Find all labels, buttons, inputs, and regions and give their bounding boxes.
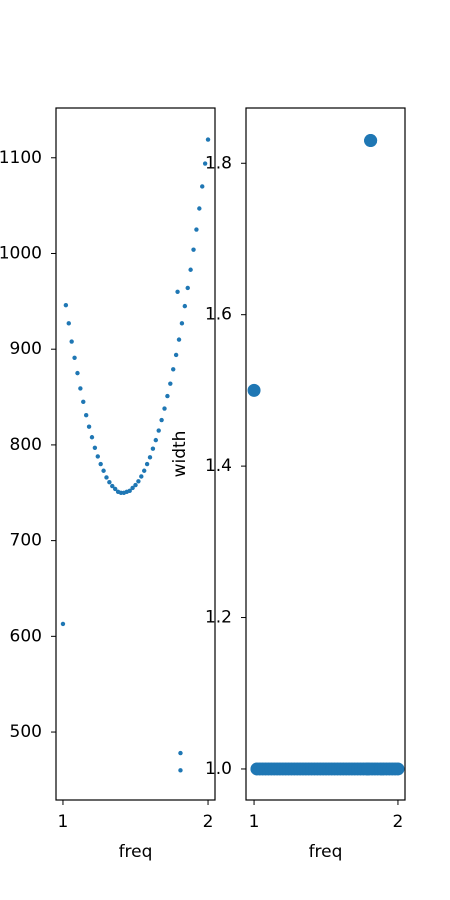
point <box>150 446 156 451</box>
point <box>86 424 92 429</box>
point <box>130 485 135 491</box>
x-axis-label: freq <box>309 842 343 862</box>
point <box>107 480 112 485</box>
point <box>194 227 199 232</box>
point <box>75 370 80 376</box>
point <box>197 206 202 211</box>
point <box>178 768 183 773</box>
axes-frame <box>55 107 216 801</box>
y-tick-label: 800 <box>10 435 42 455</box>
point <box>144 461 150 467</box>
y-axis-label: width <box>170 431 190 478</box>
x-axis-label: freq <box>119 842 153 862</box>
point <box>136 479 141 484</box>
point <box>200 184 205 189</box>
point <box>92 445 98 450</box>
x-tick-label: 2 <box>393 812 404 832</box>
point <box>139 474 144 479</box>
point <box>205 137 211 142</box>
point <box>176 337 182 342</box>
y-tick-label: 1.8 <box>205 153 232 173</box>
point <box>66 321 71 326</box>
point <box>156 428 161 433</box>
point <box>178 750 183 756</box>
point <box>78 386 83 391</box>
point <box>361 762 375 776</box>
point <box>95 454 100 459</box>
point <box>147 455 153 460</box>
point <box>142 468 147 473</box>
point <box>168 381 173 386</box>
point <box>185 285 190 291</box>
point <box>159 417 164 423</box>
point <box>110 483 115 489</box>
y-tick-label: 500 <box>10 722 42 742</box>
point <box>69 339 74 344</box>
axes-frame <box>245 107 406 801</box>
y-tick-label: 700 <box>10 531 42 551</box>
point <box>364 134 378 148</box>
x-tick-label: 2 <box>203 812 214 832</box>
point <box>89 435 95 440</box>
point <box>165 393 170 399</box>
y-tick-label: 1000 <box>0 243 42 263</box>
point <box>72 355 77 361</box>
point <box>60 621 66 627</box>
point <box>173 352 179 358</box>
point <box>391 762 405 776</box>
x-tick-label: 1 <box>58 812 69 832</box>
point <box>191 247 196 252</box>
point <box>112 486 118 492</box>
point <box>81 399 86 405</box>
x-tick-label: 1 <box>249 812 260 832</box>
point <box>188 267 193 272</box>
point <box>98 461 103 467</box>
point <box>133 482 138 488</box>
point <box>101 468 106 473</box>
y-tick-label: 1.4 <box>205 456 232 476</box>
point <box>153 437 159 443</box>
y-tick-label: 600 <box>10 626 42 646</box>
point <box>179 321 185 326</box>
y-tick-label: 1.6 <box>205 305 232 325</box>
y-tick-label: 1100 <box>0 148 42 168</box>
point <box>247 383 261 397</box>
point <box>175 289 180 294</box>
point <box>202 161 208 166</box>
point <box>171 367 176 372</box>
point <box>127 488 132 494</box>
point <box>63 302 69 308</box>
point <box>162 406 167 411</box>
point <box>104 475 109 480</box>
y-tick-label: 900 <box>10 339 42 359</box>
y-tick-label: 1.2 <box>205 608 232 628</box>
y-tick-label: 1.0 <box>205 759 232 779</box>
point <box>83 413 89 418</box>
point <box>182 303 188 309</box>
